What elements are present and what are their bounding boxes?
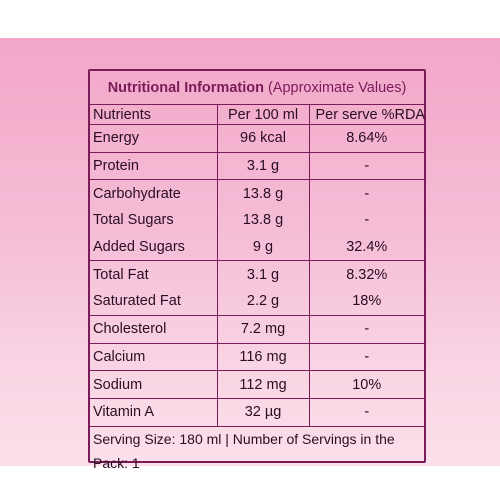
table-row: Sodium 112 mg 10% bbox=[90, 370, 424, 399]
header-rda: Per serve %RDA bbox=[309, 105, 425, 125]
per-100ml-value: 13.8 g bbox=[216, 207, 310, 234]
table-row: Cholesterol 7.2 mg - bbox=[90, 315, 424, 344]
per-100ml-value: 112 mg bbox=[216, 370, 310, 399]
nutrient-name: Protein bbox=[90, 152, 217, 181]
per-100ml-value: 7.2 mg bbox=[216, 315, 310, 344]
rda-value: 8.32% bbox=[346, 266, 388, 283]
rda-value: - bbox=[364, 185, 370, 202]
nutrient-name: Saturated Fat bbox=[90, 288, 217, 316]
per-100ml-value: 3.1 g bbox=[216, 152, 310, 181]
serving-info: Serving Size: 180 ml | Number of Serving… bbox=[93, 430, 395, 471]
per-100ml-value: 2.2 g bbox=[216, 288, 310, 316]
table-row: Calcium 116 mg - bbox=[90, 343, 424, 372]
nutrient-name: Carbohydrate bbox=[93, 185, 181, 202]
rda-value: - bbox=[309, 152, 424, 181]
header-row: Nutrients Per 100 ml Per serve %RDA bbox=[90, 105, 425, 125]
rda-value: 10% bbox=[309, 370, 424, 399]
table-row: Saturated Fat 2.2 g 18% bbox=[90, 288, 424, 316]
table-row: Carbohydrate 13.8 g - bbox=[90, 179, 424, 208]
rda-value: 8.64% bbox=[309, 124, 424, 153]
rda-value: - bbox=[309, 343, 424, 372]
nutrition-title: Nutritional Information (Approximate Val… bbox=[90, 71, 424, 105]
table-row: Total Fat 3.1 g 8.32% bbox=[90, 260, 424, 289]
table-row: Added Sugars 9 g 32.4% bbox=[90, 233, 424, 262]
table-row: Protein 3.1 g - bbox=[90, 152, 424, 181]
nutrition-table: Nutrients Per 100 ml Per serve %RDA Ener… bbox=[90, 105, 425, 427]
nutrient-name: Cholesterol bbox=[90, 315, 217, 344]
rda-value: - bbox=[309, 315, 424, 344]
table-row: Total Sugars 13.8 g - bbox=[90, 207, 424, 234]
table-row: Energy 96 kcal 8.64% bbox=[90, 124, 424, 153]
nutrient-name: Vitamin A bbox=[90, 398, 217, 427]
rda-value: 18% bbox=[309, 288, 424, 316]
rda-value: - bbox=[309, 398, 424, 427]
rda-value: 32.4% bbox=[309, 233, 424, 262]
title-sub-text: (Approximate Values) bbox=[267, 79, 407, 96]
nutrient-name: Total Fat bbox=[93, 266, 149, 283]
table-row: Vitamin A 32 µg - bbox=[90, 398, 424, 427]
nutrient-name: Added Sugars bbox=[90, 233, 217, 262]
header-nutrients: Nutrients bbox=[90, 105, 217, 125]
rda-value: - bbox=[364, 212, 370, 229]
per-100ml-value: 32 µg bbox=[216, 398, 310, 427]
per-100ml-value: 116 mg bbox=[216, 343, 310, 372]
nutrition-panel: Nutritional Information (Approximate Val… bbox=[88, 69, 426, 471]
header-per-100ml: Per 100 ml bbox=[216, 105, 310, 125]
nutrient-name: Calcium bbox=[90, 343, 217, 372]
per-100ml-value: 96 kcal bbox=[216, 124, 310, 153]
per-100ml-value: 9 g bbox=[216, 233, 310, 262]
nutrient-name: Total Sugars bbox=[93, 212, 174, 229]
nutrient-name: Sodium bbox=[90, 370, 217, 399]
per-100ml-value: 3.1 g bbox=[216, 260, 310, 289]
per-100ml-value: 13.8 g bbox=[216, 179, 310, 208]
title-bold-text: Nutritional Information bbox=[107, 79, 264, 96]
nutrient-name: Energy bbox=[90, 124, 217, 153]
